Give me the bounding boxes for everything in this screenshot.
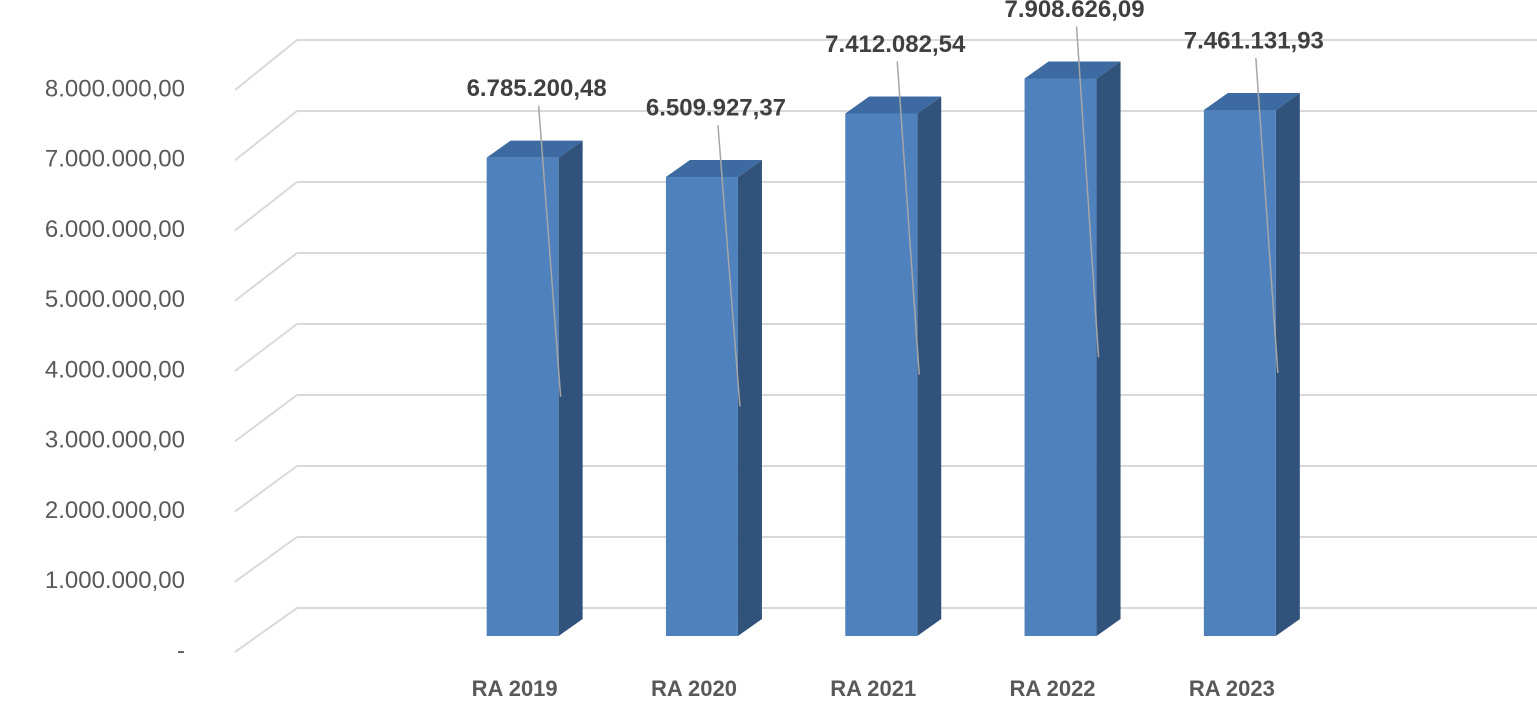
bar [665, 177, 738, 637]
bar-side [737, 160, 762, 637]
y-tick-label: - [177, 637, 185, 664]
grid-line-side [234, 394, 298, 443]
value-label: 7.908.626,09 [1004, 0, 1144, 23]
value-label: 6.785.200,48 [467, 75, 607, 102]
bar-side [1275, 92, 1300, 637]
y-tick-label: 1.000.000,00 [45, 567, 185, 594]
y-tick-label: 6.000.000,00 [45, 216, 185, 243]
bar-side [917, 96, 942, 636]
grid-line-side [234, 39, 298, 91]
y-tick-label: 8.000.000,00 [45, 75, 185, 102]
bar [486, 157, 559, 636]
y-tick-label: 4.000.000,00 [45, 356, 185, 383]
x-tick-label: RA 2022 [1010, 676, 1096, 701]
leader-line [896, 61, 920, 375]
leader-line [537, 105, 562, 397]
leader-line [717, 124, 741, 407]
leader-line [1255, 57, 1279, 374]
x-tick-label: RA 2020 [651, 676, 737, 701]
grid-line-side [234, 536, 298, 583]
x-tick-label: RA 2021 [830, 676, 916, 701]
grid-line-side [234, 252, 298, 302]
bar-side [1096, 61, 1121, 637]
grid-line-side [234, 181, 298, 232]
bar [1024, 78, 1097, 636]
y-tick-label: 3.000.000,00 [45, 427, 185, 454]
grid-line-side [234, 607, 298, 653]
bar-top [665, 160, 762, 178]
bar [1203, 109, 1276, 637]
x-tick-label: RA 2023 [1189, 676, 1275, 701]
grid-line-side [234, 323, 298, 372]
bar-top [1203, 92, 1300, 110]
bar [845, 113, 918, 636]
y-tick-label: 5.000.000,00 [45, 286, 185, 313]
value-label: 7.461.131,93 [1184, 27, 1324, 54]
bar-top [1024, 61, 1121, 79]
bar-top [486, 140, 583, 158]
bar-side [558, 140, 583, 636]
leader-line [1075, 26, 1100, 358]
value-label: 7.412.082,54 [825, 31, 966, 58]
grid-line-side [234, 110, 298, 162]
x-tick-label: RA 2019 [472, 676, 558, 701]
bar-top [845, 96, 942, 114]
y-tick-label: 7.000.000,00 [45, 146, 185, 173]
y-tick-label: 2.000.000,00 [45, 497, 185, 524]
grid-line-side [234, 465, 298, 513]
value-label: 6.509.927,37 [646, 94, 786, 121]
